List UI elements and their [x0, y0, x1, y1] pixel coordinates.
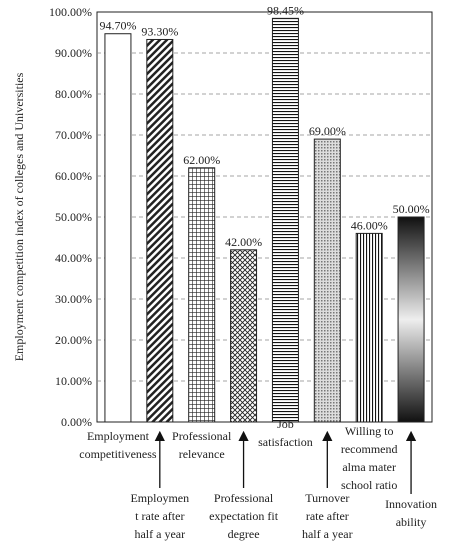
bar	[104, 33, 132, 423]
x-tick-label: Turnover rate after half a year	[302, 491, 353, 541]
x-tick-label: Willing to recommend alma mater school rati…	[341, 424, 398, 492]
y-tick-label: 100.00%	[49, 5, 92, 19]
bar	[271, 17, 299, 423]
y-tick-label: 30.00%	[55, 292, 92, 306]
bar	[397, 216, 425, 423]
x-tick-label: Employment competitiveness	[79, 429, 157, 461]
value-label: 50.00%	[393, 202, 430, 216]
bar	[313, 138, 341, 423]
y-tick-label: 40.00%	[55, 251, 92, 265]
value-label: 42.00%	[225, 235, 262, 249]
y-tick-label: 50.00%	[55, 210, 92, 224]
value-label: 62.00%	[183, 153, 220, 167]
y-tick-label: 80.00%	[55, 87, 92, 101]
value-label: 46.00%	[351, 218, 388, 232]
bar	[230, 249, 258, 423]
value-label: 94.70%	[99, 19, 136, 33]
x-tick-label: Innovation ability	[385, 497, 437, 529]
value-label: 69.00%	[309, 124, 346, 138]
y-tick-label: 70.00%	[55, 128, 92, 142]
x-tick-label: Job satisfaction	[258, 417, 313, 449]
x-tick-label: Employmen t rate after half a year	[130, 491, 189, 541]
y-tick-label: 0.00%	[61, 415, 92, 429]
bar	[355, 232, 383, 423]
x-tick-label: Professional relevance	[172, 429, 232, 461]
bar	[188, 167, 216, 423]
value-label: 93.30%	[141, 24, 178, 38]
y-tick-label: 60.00%	[55, 169, 92, 183]
y-tick-label: 90.00%	[55, 46, 92, 60]
y-tick-label: 20.00%	[55, 333, 92, 347]
bar	[146, 38, 174, 423]
y-axis-title: Employment competition index of colleges…	[12, 72, 26, 361]
x-tick-label: Professional expectation fit degree	[209, 491, 279, 541]
value-label: 98.45%	[267, 3, 304, 17]
y-tick-label: 10.00%	[55, 374, 92, 388]
